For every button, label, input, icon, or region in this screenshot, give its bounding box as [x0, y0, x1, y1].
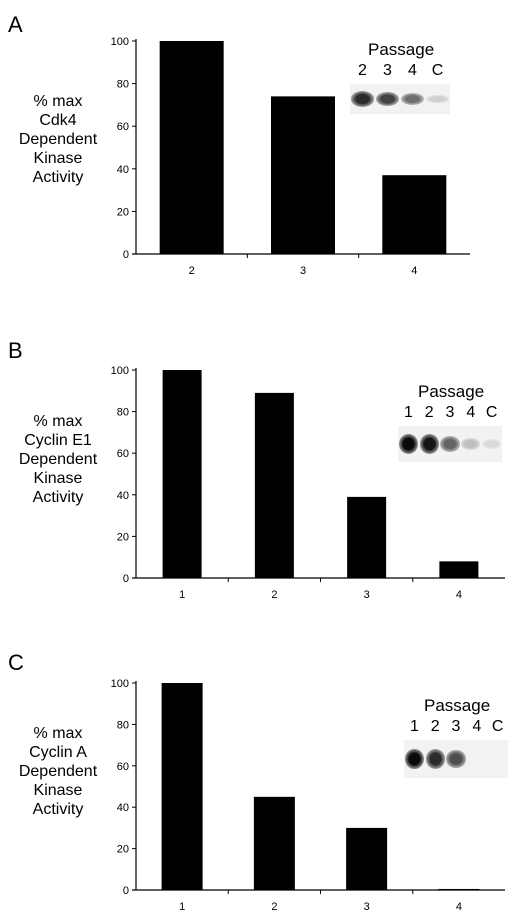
bar-3 — [347, 496, 387, 578]
x-tick-label: 2 — [189, 265, 195, 277]
blot-lane-label: 2 — [358, 62, 367, 79]
bar-2 — [254, 392, 294, 578]
blot-band — [461, 438, 481, 450]
x-tick-label: 2 — [271, 901, 277, 913]
blot-band — [446, 750, 466, 768]
y-axis-label-line: Activity — [32, 489, 84, 506]
y-tick-label: 60 — [117, 121, 129, 133]
x-tick-label: 1 — [179, 901, 185, 913]
y-tick-label: 100 — [111, 365, 129, 377]
y-axis-label: % max Cyclin A Dependent Kinase Activity — [8, 724, 108, 819]
blot-lane-label: 1 — [403, 404, 413, 421]
y-axis-label-line: % max — [33, 93, 83, 110]
bar-4 — [439, 561, 479, 578]
y-tick-label: 0 — [123, 249, 129, 261]
blot-lane-label: C — [485, 404, 498, 421]
bar-2 — [253, 796, 295, 890]
bar-1 — [162, 370, 202, 578]
blot-band — [351, 91, 374, 107]
blot-lane-label: 4 — [408, 62, 417, 79]
y-axis-label-line: Cyclin E1 — [24, 432, 92, 449]
bar-2 — [159, 41, 224, 254]
panel-b: B % max Cyclin E1 Dependent Kinase Activ… — [0, 300, 520, 610]
x-tick-label: 3 — [300, 265, 306, 277]
y-tick-label: 20 — [117, 844, 129, 856]
panel-c: C % max Cyclin A Dependent Kinase Activi… — [0, 610, 520, 921]
panel-letter: A — [8, 12, 23, 37]
y-axis-label-line: Activity — [32, 801, 84, 818]
y-axis-label-line: Kinase — [33, 782, 83, 799]
y-tick-label: 100 — [111, 36, 129, 48]
blot-lane-label: 3 — [445, 404, 455, 421]
y-axis-label-line: Dependent — [18, 131, 98, 148]
y-tick-label: 80 — [117, 79, 129, 91]
blot-band — [376, 91, 399, 107]
blot-lane-label: C — [431, 62, 444, 79]
y-axis-label: % max Cdk4 Dependent Kinase Activity — [8, 92, 108, 187]
y-axis-label: % max Cyclin E1 Dependent Kinase Activit… — [8, 412, 108, 507]
y-tick-label: 20 — [117, 206, 129, 218]
y-tick-label: 80 — [117, 407, 129, 419]
y-axis-label-line: Kinase — [33, 470, 83, 487]
blot-lane-label: 1 — [409, 718, 419, 735]
x-tick-label: 3 — [364, 901, 370, 913]
bar-3 — [346, 827, 388, 890]
blot-band — [426, 94, 449, 104]
bar-4 — [382, 175, 447, 254]
x-tick-label: 3 — [364, 589, 370, 601]
blot-lane-label: 3 — [451, 718, 461, 735]
y-axis-label-line: Activity — [32, 169, 84, 186]
panel-letter: B — [8, 338, 23, 363]
y-tick-label: 0 — [123, 885, 129, 897]
blot-band — [398, 434, 418, 454]
blot-title: Passage — [418, 382, 485, 401]
y-tick-label: 20 — [117, 531, 129, 543]
y-axis-label-line: Cyclin A — [29, 744, 87, 761]
bar-1 — [161, 683, 203, 890]
bar-3 — [271, 96, 335, 254]
y-tick-label: 80 — [117, 719, 129, 731]
y-axis-label-line: Cdk4 — [39, 112, 77, 129]
panel-letter: C — [8, 650, 24, 675]
blot-lane-label: 4 — [466, 404, 476, 421]
bar-4 — [438, 888, 480, 890]
blot-lane-label: 4 — [472, 718, 482, 735]
x-tick-label: 1 — [179, 589, 185, 601]
blot-lane-label: 2 — [424, 404, 434, 421]
blot-lane-label: 3 — [383, 62, 392, 79]
y-tick-label: 60 — [117, 448, 129, 460]
blot-band — [425, 749, 445, 769]
y-tick-label: 60 — [117, 761, 129, 773]
x-tick-label: 4 — [456, 589, 462, 601]
blot-lane-label: 2 — [430, 718, 440, 735]
y-axis-label-line: % max — [33, 725, 83, 742]
x-tick-label: 4 — [411, 265, 417, 277]
y-tick-label: 0 — [123, 573, 129, 585]
y-axis-label-line: Kinase — [33, 150, 83, 167]
y-tick-label: 40 — [117, 490, 129, 502]
y-tick-label: 40 — [117, 164, 129, 176]
blot-band — [401, 92, 424, 106]
y-axis-label-line: % max — [33, 413, 83, 430]
y-tick-label: 100 — [111, 678, 129, 690]
y-tick-label: 40 — [117, 802, 129, 814]
y-axis-label-line: Dependent — [18, 763, 98, 780]
blot-title: Passage — [368, 40, 435, 59]
panel-a: A % max Cdk4 Dependent Kinase Activity 0… — [0, 0, 520, 300]
x-tick-label: 2 — [271, 589, 277, 601]
blot-title: Passage — [424, 696, 491, 715]
x-tick-label: 4 — [456, 901, 462, 913]
blot-band — [482, 439, 502, 449]
y-axis-label-line: Dependent — [18, 451, 98, 468]
blot-band — [440, 436, 460, 452]
blot-band — [404, 748, 424, 770]
blot-band — [419, 434, 439, 454]
blot-lane-label: C — [491, 718, 504, 735]
